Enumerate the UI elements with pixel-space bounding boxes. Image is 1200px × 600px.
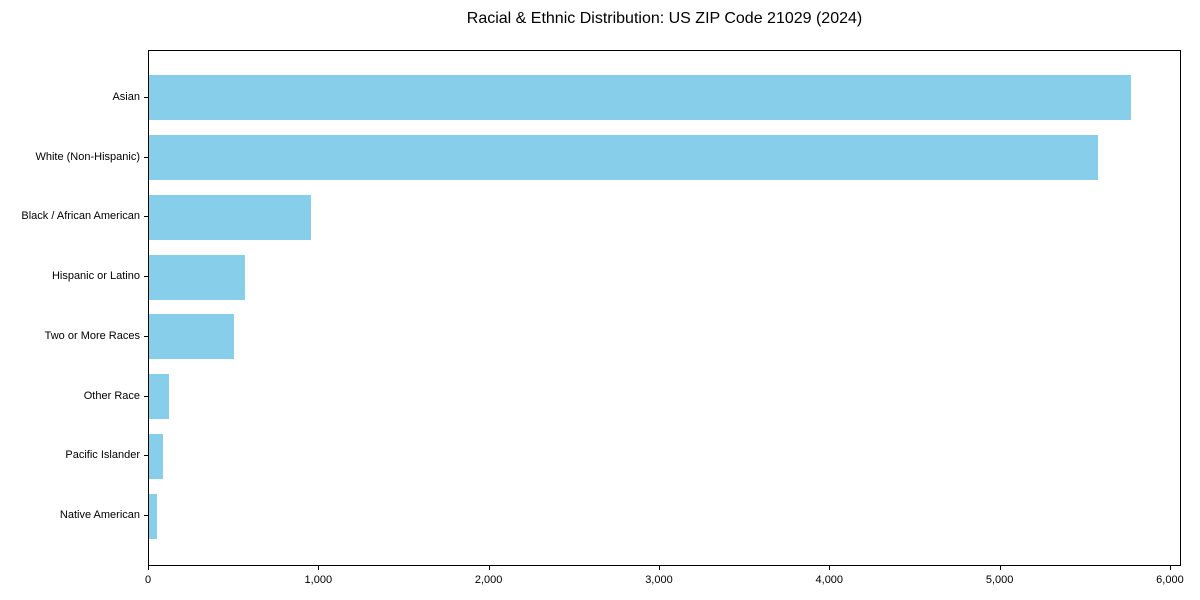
y-axis-label: Hispanic or Latino: [51, 270, 140, 283]
chart-title: Racial & Ethnic Distribution: US ZIP Cod…: [466, 10, 863, 27]
y-tick-mark: [144, 395, 148, 397]
x-tick-mark: [1169, 566, 1171, 570]
bar: [149, 194, 312, 240]
y-axis-label: Asian: [112, 90, 140, 103]
x-tick-mark: [658, 566, 660, 570]
y-tick-mark: [144, 515, 148, 517]
bar: [149, 135, 1099, 181]
y-tick-mark: [144, 335, 148, 337]
x-tick-label: 5,000: [985, 574, 1014, 586]
bar: [149, 254, 246, 300]
x-tick-label: 6,000: [1156, 574, 1184, 586]
bar: [149, 314, 234, 360]
bar: [149, 433, 164, 479]
y-tick-mark: [144, 216, 148, 218]
x-tick-label: 2,000: [474, 574, 503, 586]
bar: [149, 75, 1131, 121]
plot-area: [148, 50, 1181, 566]
x-tick-mark: [148, 566, 149, 570]
x-tick-label: 0: [144, 574, 152, 586]
y-tick-mark: [144, 156, 148, 158]
x-tick-label: 1,000: [304, 574, 333, 586]
y-axis-label: Native American: [59, 509, 140, 522]
y-tick-mark: [144, 455, 148, 457]
x-tick-mark: [488, 566, 490, 570]
x-tick-mark: [999, 566, 1001, 570]
y-axis-label: Other Race: [83, 389, 140, 402]
y-tick-mark: [144, 96, 148, 98]
y-tick-mark: [144, 276, 148, 278]
bar: [149, 493, 157, 539]
x-tick-mark: [829, 566, 831, 570]
y-axis-label: Pacific Islander: [65, 449, 140, 462]
x-tick-label: 3,000: [645, 574, 673, 586]
y-axis-label: Two or More Races: [44, 329, 140, 342]
x-tick-label: 4,000: [815, 574, 844, 586]
y-axis-label: Black / African American: [21, 210, 140, 223]
x-tick-mark: [318, 566, 320, 570]
y-axis-label: White (Non-Hispanic): [35, 150, 140, 163]
bar: [149, 374, 170, 420]
